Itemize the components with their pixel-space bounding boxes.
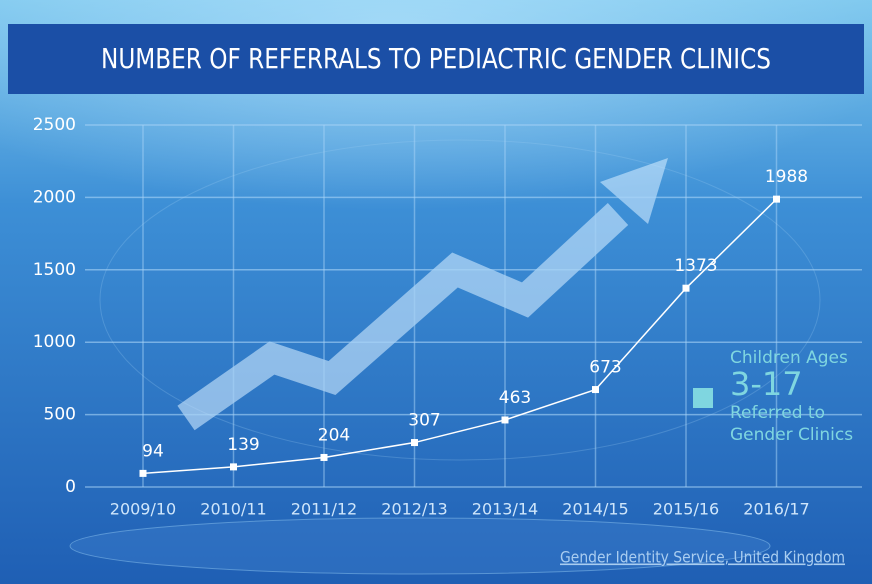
point [230, 463, 237, 470]
x-tick-label: 2014/15 [562, 500, 628, 519]
point [592, 386, 599, 393]
legend-text: Referred to [730, 403, 825, 423]
y-tick-label: 500 [44, 405, 76, 425]
chart: NUMBER OF REFERRALS TO PEDIACTRIC GENDER… [0, 0, 872, 584]
source: Gender Identity Service, United Kingdom [560, 548, 845, 567]
y-tick-label: 1000 [33, 332, 76, 352]
legend-swatch [693, 388, 713, 408]
x-tick-label: 2012/13 [381, 500, 447, 519]
point [502, 416, 509, 423]
point [321, 454, 328, 461]
data-label: 1373 [674, 256, 717, 276]
point [411, 439, 418, 446]
x-tick-label: 2015/16 [653, 500, 719, 519]
data-label: 307 [408, 411, 440, 431]
x-tick-label: 2009/10 [110, 500, 176, 519]
legend-text: 3-17 [730, 365, 803, 403]
data-label: 204 [318, 425, 350, 445]
x-tick-label: 2013/14 [472, 500, 538, 519]
data-label: 94 [142, 441, 164, 461]
point [140, 470, 147, 477]
y-tick-label: 1500 [33, 260, 76, 280]
data-label: 139 [227, 435, 259, 455]
data-label: 1988 [765, 167, 808, 187]
chart-title: NUMBER OF REFERRALS TO PEDIACTRIC GENDER… [101, 42, 771, 75]
data-label: 463 [499, 388, 531, 408]
legend-text: Gender Clinics [730, 425, 853, 445]
point [773, 196, 780, 203]
data-label: 673 [589, 358, 621, 378]
y-tick-label: 2500 [33, 115, 76, 135]
y-tick-label: 2000 [33, 187, 76, 207]
x-tick-label: 2016/17 [743, 500, 809, 519]
x-tick-label: 2011/12 [291, 500, 357, 519]
x-tick-label: 2010/11 [200, 500, 266, 519]
point [683, 285, 690, 292]
y-tick-label: 0 [65, 477, 76, 497]
